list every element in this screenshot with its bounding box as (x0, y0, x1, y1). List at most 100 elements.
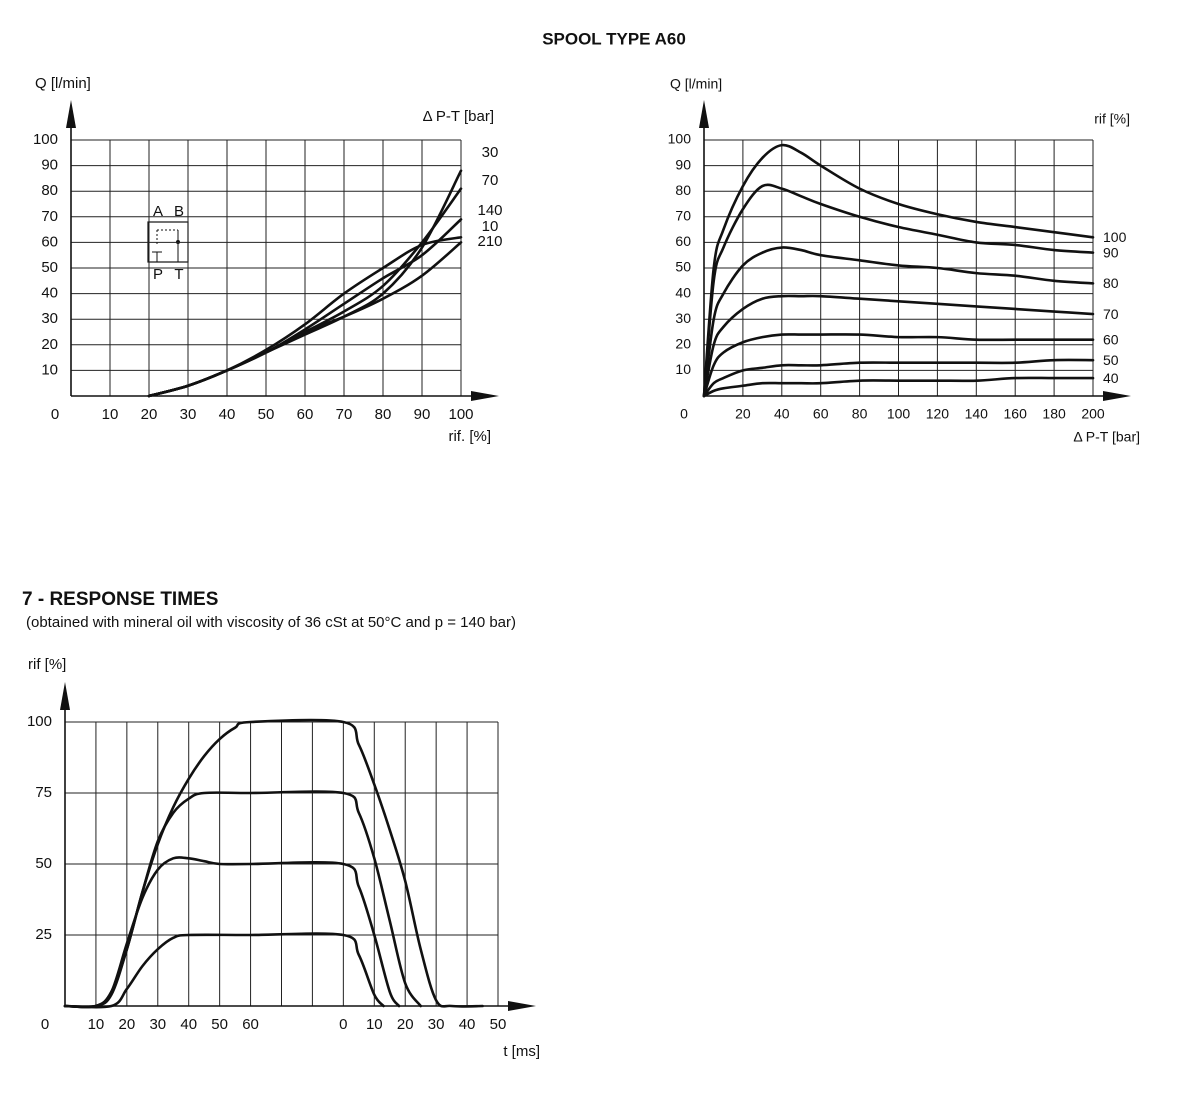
y-tick-label: 70 (41, 208, 58, 225)
curve (702, 358, 1095, 398)
y-tick-label: 50 (35, 855, 52, 872)
y-tick-label: 70 (675, 208, 691, 224)
valve-symbol: A B P T (147, 203, 189, 283)
page-title: SPOOL TYPE A60 (542, 29, 686, 48)
x-tick-label: 50 (490, 1016, 507, 1033)
x-tick-label: 20 (119, 1016, 136, 1033)
x-tick-label: 10 (102, 406, 119, 423)
port-label: P (153, 266, 163, 283)
y-tick-label: 30 (41, 310, 58, 327)
chart: 0 10 20 30 40 50 60 0 10 20 30 40 50 25 50 75 100 rif [%]… (27, 656, 540, 1060)
y-tick-label: 75 (35, 784, 52, 801)
y-tick-label: 40 (41, 285, 58, 302)
x-tick-label: 80 (375, 406, 392, 423)
x-tick-label: 20 (141, 406, 158, 423)
series-label: 70 (1103, 306, 1119, 322)
y-tick-label: 80 (41, 182, 58, 199)
y-tick-label: 60 (675, 233, 691, 249)
y-tick-label: 100 (668, 131, 692, 147)
curve (702, 294, 1095, 398)
curve (702, 183, 1095, 398)
x-tick-label: 200 (1081, 406, 1105, 422)
x-tick-label: 120 (926, 406, 950, 422)
port-label: B (174, 203, 184, 220)
x-axis-label: t [ms] (503, 1043, 540, 1060)
y-axis-label: rif [%] (28, 656, 66, 673)
curve (147, 241, 463, 398)
y-axis-label: Q [l/min] (670, 76, 722, 92)
x-axis-arrow (508, 1001, 536, 1011)
curve (63, 790, 422, 1009)
x-tick-label: 0 (680, 406, 688, 422)
x-tick-label: 140 (965, 406, 989, 422)
curve (702, 376, 1095, 398)
y-tick-label: 30 (675, 310, 691, 326)
series-label: 70 (482, 172, 499, 189)
section-title: 7 - RESPONSE TIMES (22, 589, 218, 610)
y-tick-label: 100 (27, 713, 52, 730)
x-tick-label: 100 (448, 406, 473, 423)
y-axis-arrow (66, 100, 76, 128)
x-tick-label: 0 (41, 1016, 49, 1033)
x-tick-label: 70 (336, 406, 353, 423)
x-axis-arrow (1103, 391, 1131, 401)
curve (702, 333, 1095, 398)
y-tick-label: 40 (675, 284, 691, 300)
series-label: 60 (1103, 331, 1119, 347)
x-tick-label: 80 (852, 406, 868, 422)
x-axis-arrow (471, 391, 499, 401)
y-tick-label: 100 (33, 131, 58, 148)
x-tick-label: 60 (297, 406, 314, 423)
x-tick-label: 10 (88, 1016, 105, 1033)
series-label: 210 (477, 233, 502, 250)
y-axis-arrow (60, 682, 70, 710)
x-tick-label: 20 (735, 406, 751, 422)
x-tick-label: 40 (180, 1016, 197, 1033)
y-axis-label: Q [l/min] (35, 75, 91, 92)
y-tick-label: 90 (41, 157, 58, 174)
x-tick-label: 50 (211, 1016, 228, 1033)
chart: 0 20 40 60 80 100 120 140 160 180 200 10 20 30 40 50 60 7… (668, 76, 1140, 445)
series-label: 50 (1103, 352, 1119, 368)
x-axis-label: Δ P-T [bar] (1073, 429, 1140, 445)
series-label: 90 (1103, 244, 1119, 260)
x-tick-label: 60 (813, 406, 829, 422)
y-tick-label: 10 (41, 361, 58, 378)
x-tick-label: 40 (219, 406, 236, 423)
curve (63, 856, 401, 1009)
series-label: 80 (1103, 275, 1119, 291)
legend-title: rif [%] (1094, 111, 1130, 127)
y-tick-label: 50 (675, 259, 691, 275)
x-tick-label: 10 (366, 1016, 383, 1033)
x-tick-label: 160 (1004, 406, 1028, 422)
series-label: 40 (1103, 370, 1119, 386)
x-tick-label: 20 (397, 1016, 414, 1033)
y-tick-label: 60 (41, 233, 58, 250)
curve (702, 246, 1095, 398)
series-label: 140 (477, 202, 502, 219)
x-tick-label: 90 (414, 406, 431, 423)
section-subtitle: (obtained with mineral oil with viscosit… (26, 614, 516, 631)
x-tick-label: 40 (459, 1016, 476, 1033)
y-tick-label: 10 (675, 361, 691, 377)
y-tick-label: 25 (35, 926, 52, 943)
curve (63, 932, 385, 1009)
y-tick-label: 90 (675, 156, 691, 172)
series-label: 30 (482, 144, 499, 161)
port-label: T (174, 266, 183, 283)
x-tick-label: 50 (258, 406, 275, 423)
port-label: A (153, 203, 163, 220)
x-axis-label: rif. [%] (448, 428, 491, 445)
x-tick-label: 30 (149, 1016, 166, 1033)
x-tick-label: 0 (339, 1016, 347, 1033)
curve (702, 143, 1095, 398)
y-tick-label: 80 (675, 182, 691, 198)
legend-title: Δ P-T [bar] (423, 108, 494, 125)
y-tick-label: 20 (41, 336, 58, 353)
x-tick-label: 0 (51, 406, 59, 423)
y-axis-arrow (699, 100, 709, 128)
x-tick-label: 40 (774, 406, 790, 422)
series-label: 100 (1103, 229, 1127, 245)
y-tick-label: 50 (41, 259, 58, 276)
